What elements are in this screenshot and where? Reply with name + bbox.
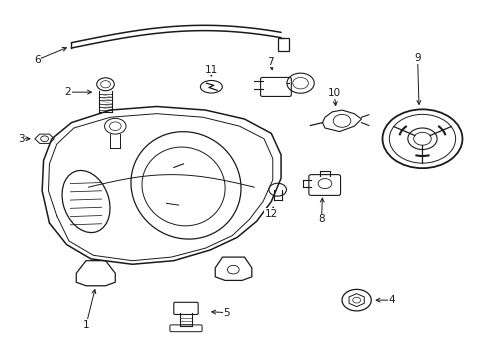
Text: 3: 3 — [18, 134, 24, 144]
Text: 2: 2 — [64, 87, 71, 97]
Text: 12: 12 — [264, 209, 278, 219]
Text: 6: 6 — [34, 55, 41, 65]
Text: 8: 8 — [318, 215, 324, 224]
Text: 7: 7 — [267, 57, 274, 67]
Bar — [277, 38, 288, 51]
Text: 9: 9 — [413, 53, 420, 63]
Text: 1: 1 — [82, 320, 89, 330]
Text: 10: 10 — [327, 88, 340, 98]
Text: 11: 11 — [204, 64, 218, 75]
Text: 4: 4 — [387, 295, 394, 305]
Text: 5: 5 — [223, 308, 230, 318]
